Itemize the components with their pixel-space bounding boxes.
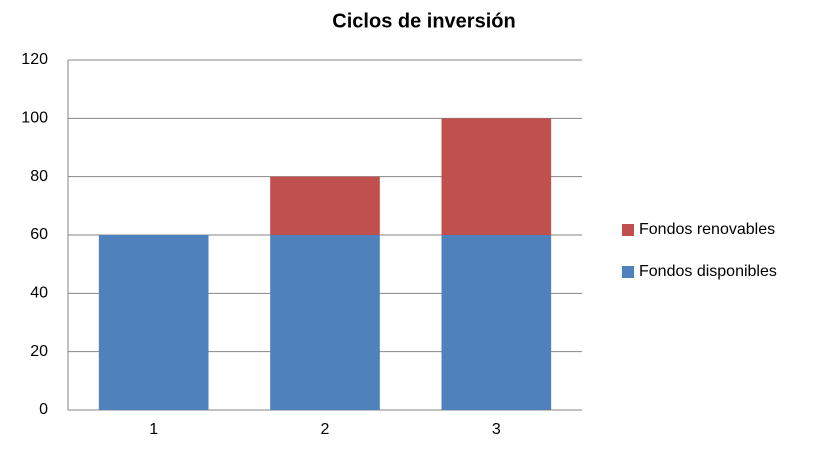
y-tick-label: 60 <box>30 226 48 243</box>
bar-segment <box>270 235 380 410</box>
y-tick-label: 80 <box>30 168 48 185</box>
legend-label: Fondos disponibles <box>639 263 777 280</box>
legend-label: Fondos renovables <box>639 221 775 238</box>
y-tick-label: 0 <box>39 401 48 418</box>
y-tick-label: 40 <box>30 285 48 302</box>
chart-title: Ciclos de inversión <box>332 10 515 32</box>
legend-swatch <box>622 224 634 236</box>
bar-segment <box>270 176 380 235</box>
bar-segment <box>441 118 552 235</box>
x-tick-label: 1 <box>149 421 158 438</box>
y-tick-label: 20 <box>30 343 48 360</box>
bar-segment <box>441 235 552 410</box>
legend-swatch <box>622 266 634 278</box>
x-tick-label: 2 <box>321 421 330 438</box>
y-tick-label: 100 <box>21 110 48 127</box>
y-tick-label: 120 <box>21 51 48 68</box>
bar-segment <box>98 235 209 410</box>
x-tick-label: 3 <box>492 421 501 438</box>
